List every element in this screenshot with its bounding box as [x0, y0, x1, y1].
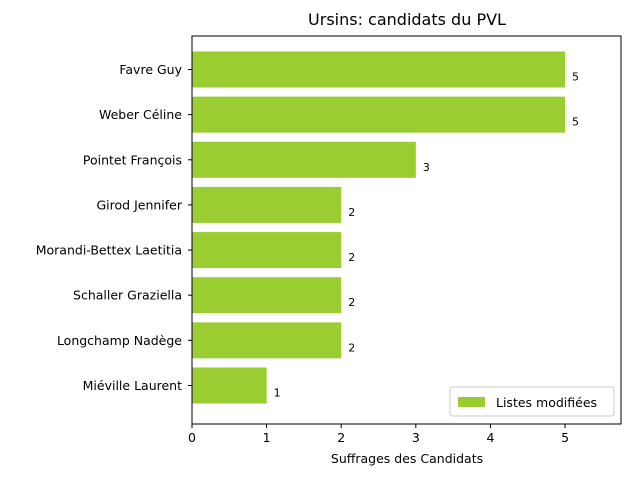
category-label: Favre Guy [119, 62, 182, 77]
category-label: Pointet François [83, 152, 182, 167]
x-tick-label: 3 [412, 430, 420, 445]
bar [192, 277, 342, 314]
bar [192, 96, 566, 133]
legend-label: Listes modifiées [496, 395, 597, 410]
data-label: 2 [348, 206, 355, 219]
category-label: Schaller Graziella [73, 288, 182, 303]
bar [192, 322, 342, 359]
category-label: Miéville Laurent [83, 378, 182, 393]
data-label: 5 [572, 71, 579, 84]
chart-title: Ursins: candidats du PVL [308, 10, 506, 29]
legend-box [449, 386, 615, 417]
x-axis-ticks: 0 1 2 3 4 5 [188, 424, 569, 445]
bar [192, 141, 416, 178]
data-label: 2 [348, 341, 355, 354]
category-label: Morandi-Bettex Laetitia [36, 243, 182, 258]
x-tick-label: 4 [486, 430, 494, 445]
data-label: 2 [348, 251, 355, 264]
legend-swatch [458, 397, 485, 407]
x-tick-label: 2 [337, 430, 345, 445]
x-tick-label: 0 [188, 430, 196, 445]
data-labels: 5 5 3 2 2 2 2 1 [274, 71, 579, 400]
x-axis-label: Suffrages des Candidats [331, 451, 483, 466]
legend: Listes modifiées [449, 386, 615, 417]
data-label: 2 [348, 296, 355, 309]
data-label: 5 [572, 116, 579, 129]
category-labels: Favre Guy Weber Céline Pointet François Gir… [36, 62, 192, 393]
bar [192, 367, 267, 404]
data-label: 3 [423, 161, 430, 174]
category-label: Longchamp Nadège [57, 333, 182, 348]
bar [192, 51, 566, 88]
data-label: 1 [274, 386, 281, 399]
x-tick-label: 1 [263, 430, 271, 445]
plot-frame [191, 35, 622, 425]
bars-group [192, 51, 566, 404]
bar [192, 232, 342, 269]
x-tick-label: 5 [561, 430, 569, 445]
category-label: Weber Céline [99, 107, 182, 122]
bar [192, 186, 342, 223]
category-label: Girod Jennifer [96, 197, 182, 212]
